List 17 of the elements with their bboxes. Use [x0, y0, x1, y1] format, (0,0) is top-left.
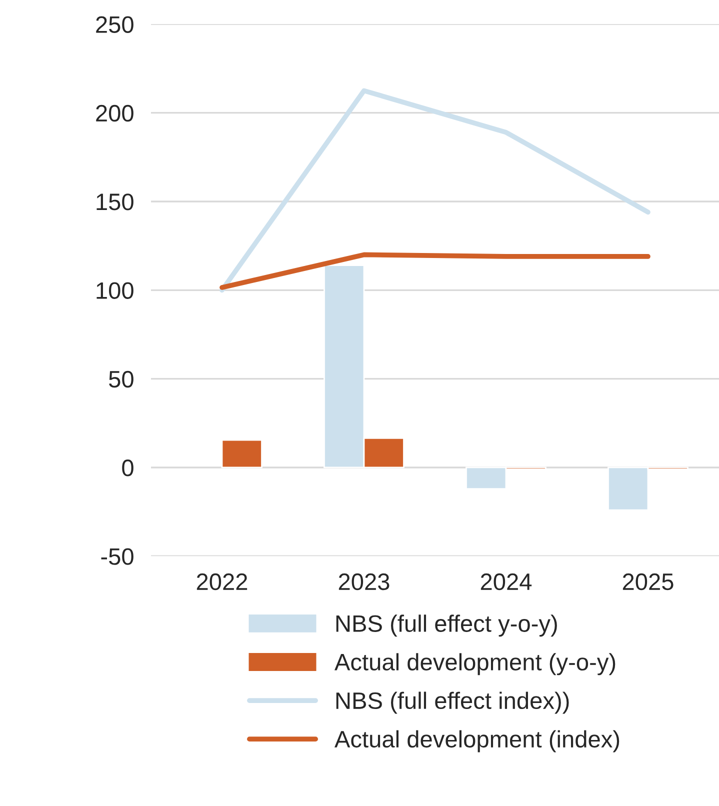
x-tick-label: 2024 [480, 573, 532, 590]
y-tick-label: 250 [96, 16, 134, 33]
y-tick-label: 100 [96, 282, 134, 299]
line-series [220, 88, 650, 293]
legend-label: NBS (full effect y-o-y) [336, 614, 557, 637]
y-tick-label: 0 [122, 460, 134, 476]
bar [221, 439, 262, 468]
x-tick-label: 2022 [196, 573, 248, 590]
x-tick-label: 2025 [622, 573, 674, 590]
y-tick-label: 50 [109, 370, 134, 388]
y-tick-label: 150 [96, 194, 134, 210]
legend-label: NBS (full effect index)) [336, 692, 569, 714]
y-tick-label: -50 [101, 548, 134, 565]
x-tick-label: 2023 [338, 573, 390, 590]
legend-label: Actual development (index) [334, 730, 620, 752]
legend-label: Actual development (y-o-y) [334, 653, 616, 676]
y-tick-label: 200 [96, 104, 134, 122]
